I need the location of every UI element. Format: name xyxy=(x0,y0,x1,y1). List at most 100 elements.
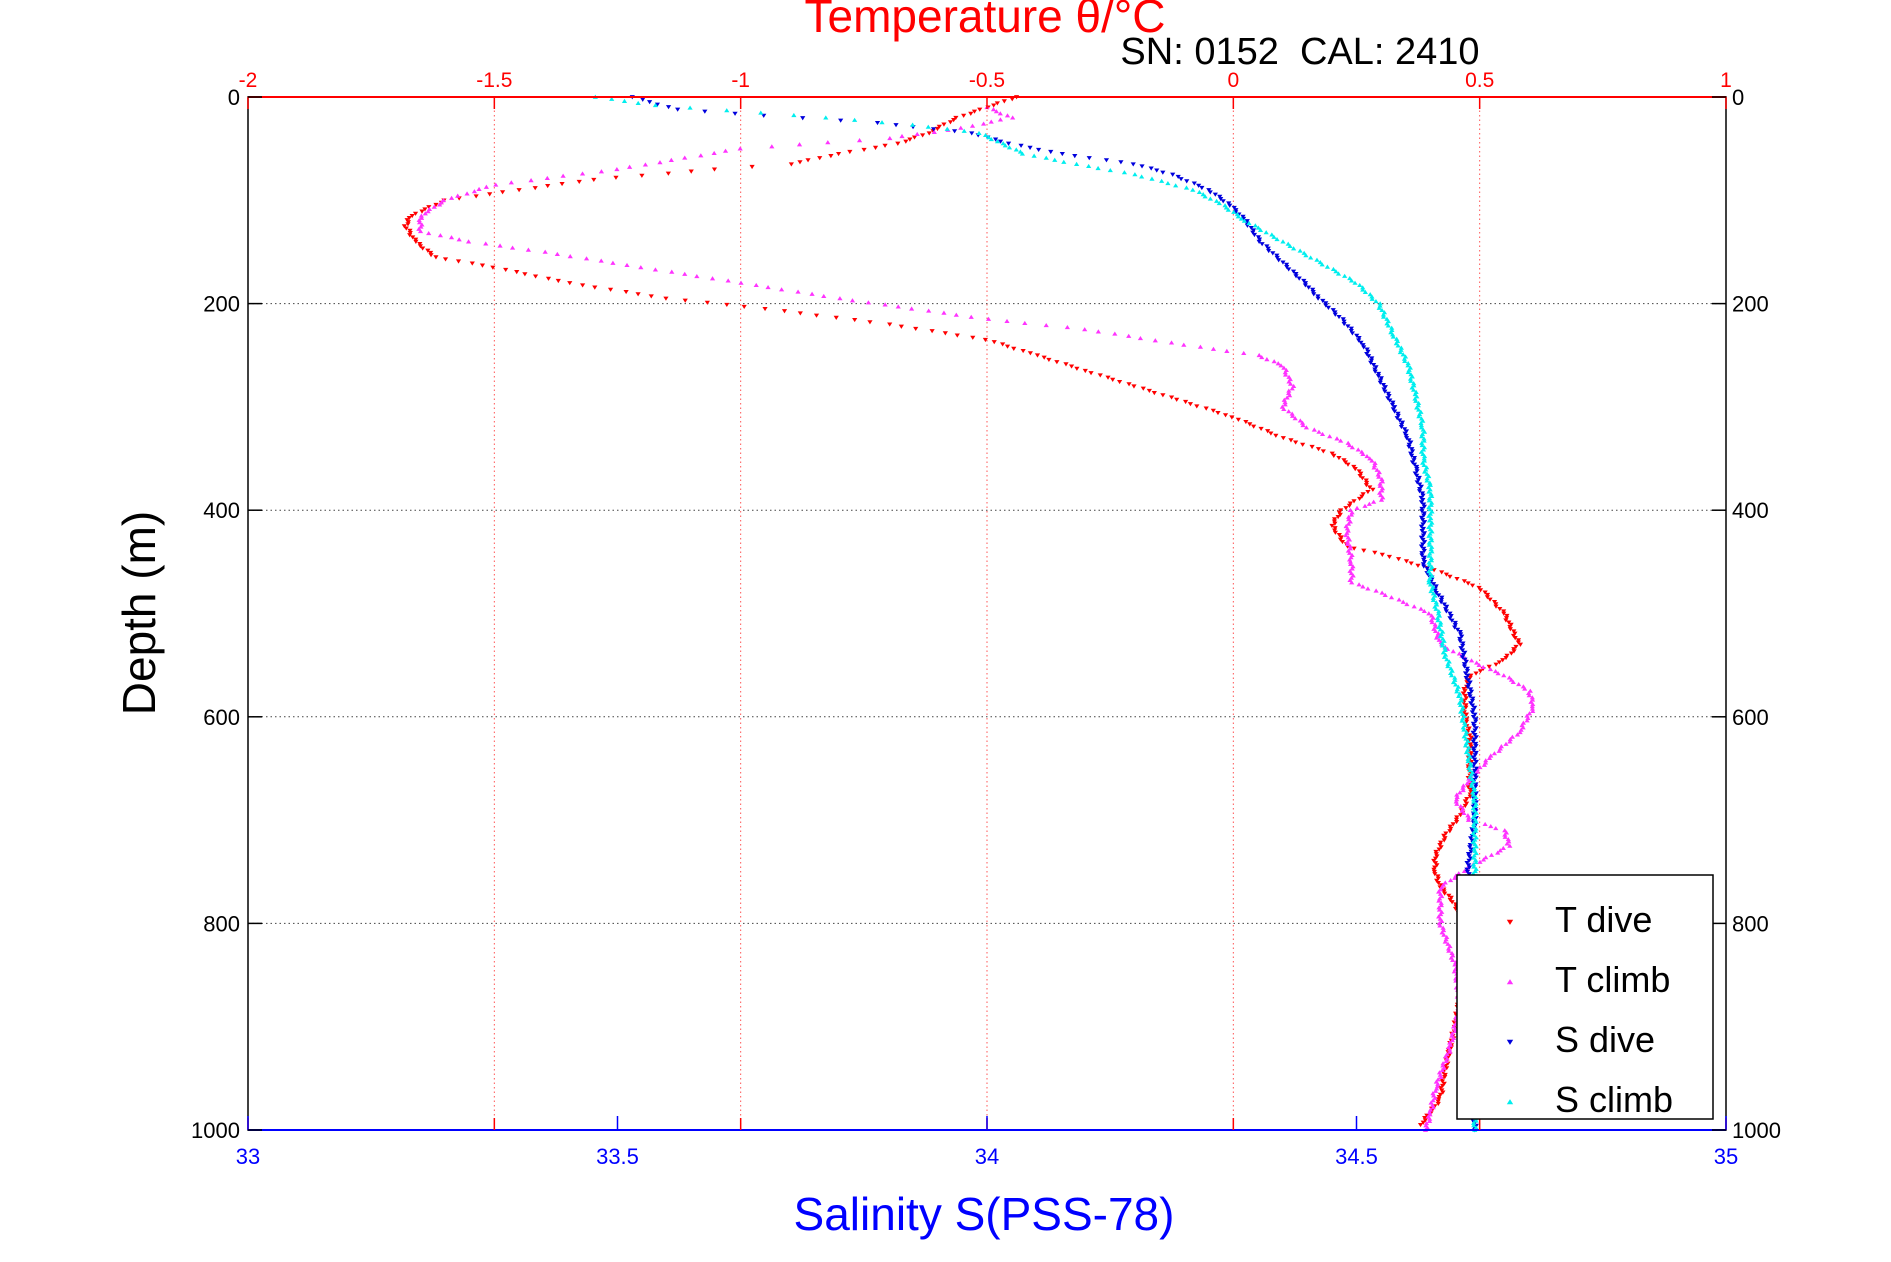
data-point xyxy=(1435,1099,1441,1104)
data-point xyxy=(1437,896,1443,901)
data-point xyxy=(1363,478,1369,483)
data-point xyxy=(1428,589,1434,594)
data-point xyxy=(1468,735,1474,740)
data-point xyxy=(1487,666,1494,672)
data-point xyxy=(1349,331,1355,336)
data-point xyxy=(1442,939,1448,944)
data-point xyxy=(479,263,486,268)
data-point xyxy=(1333,269,1339,274)
data-point xyxy=(1511,647,1517,652)
data-point xyxy=(1351,464,1357,470)
data-point xyxy=(1160,393,1166,398)
data-point xyxy=(1466,692,1473,697)
data-point xyxy=(929,329,935,334)
data-point xyxy=(1460,643,1466,648)
data-point xyxy=(1235,417,1241,422)
data-point xyxy=(1462,693,1468,699)
data-point xyxy=(1418,535,1425,540)
data-point xyxy=(1341,319,1347,324)
data-point xyxy=(1432,861,1439,866)
data-point xyxy=(1184,179,1190,184)
data-point xyxy=(1191,181,1197,186)
data-point xyxy=(1434,878,1440,883)
data-point xyxy=(1418,484,1424,489)
data-point xyxy=(1442,645,1448,650)
data-point xyxy=(1428,491,1434,496)
data-point xyxy=(1389,402,1396,408)
data-point xyxy=(1441,833,1447,838)
data-point xyxy=(1436,613,1443,618)
data-point xyxy=(1493,604,1499,609)
data-point xyxy=(1462,743,1469,748)
data-point xyxy=(1419,440,1425,445)
data-point xyxy=(1442,1075,1448,1080)
data-point xyxy=(1435,876,1441,881)
data-point xyxy=(1364,480,1370,485)
data-point xyxy=(1373,298,1379,304)
data-point xyxy=(1526,693,1532,698)
data-point xyxy=(711,167,718,172)
data-point xyxy=(1413,398,1419,403)
data-point xyxy=(416,220,423,225)
data-point xyxy=(1414,469,1420,474)
data-point xyxy=(1432,872,1438,877)
data-point xyxy=(1450,957,1456,962)
legend: T dive T climb S dive S climb xyxy=(1456,874,1714,1120)
data-point xyxy=(1386,554,1393,560)
data-point xyxy=(796,142,803,147)
data-point xyxy=(1373,588,1379,593)
data-point xyxy=(493,182,499,187)
data-point xyxy=(592,285,598,290)
data-point xyxy=(1320,449,1326,454)
data-point xyxy=(1463,736,1469,741)
data-point xyxy=(1339,539,1346,545)
data-point xyxy=(1482,821,1488,827)
data-point xyxy=(1311,427,1317,432)
data-point xyxy=(1454,686,1460,692)
data-point xyxy=(1471,785,1477,791)
data-point xyxy=(1465,685,1471,690)
data-point xyxy=(837,296,843,301)
data-point xyxy=(1450,822,1456,827)
data-point xyxy=(1354,505,1360,510)
data-point xyxy=(1320,298,1326,304)
data-point xyxy=(749,164,755,170)
data-point xyxy=(1501,673,1507,678)
data-point xyxy=(1419,553,1425,558)
data-point xyxy=(1165,180,1171,186)
data-point xyxy=(1418,420,1424,425)
data-point xyxy=(1197,344,1204,349)
data-point xyxy=(1508,651,1515,656)
data-point xyxy=(1421,513,1427,518)
data-point xyxy=(426,205,432,210)
data-point xyxy=(1011,346,1017,351)
data-point xyxy=(1331,519,1338,524)
data-point xyxy=(994,139,1001,144)
data-point xyxy=(1418,544,1425,549)
data-point xyxy=(1215,410,1221,416)
data-point xyxy=(1421,564,1427,569)
data-point xyxy=(1436,905,1442,910)
data-point xyxy=(465,239,472,244)
data-point xyxy=(1347,501,1353,506)
data-point xyxy=(1264,244,1270,249)
data-point xyxy=(1408,561,1414,566)
data-point xyxy=(1470,815,1476,820)
data-point xyxy=(1464,801,1470,806)
data-point xyxy=(1435,880,1441,886)
legend-label: S climb xyxy=(1555,1079,1673,1120)
data-point xyxy=(1426,542,1432,547)
data-point xyxy=(1464,797,1470,802)
data-point xyxy=(1061,159,1067,164)
data-point xyxy=(1465,756,1471,761)
tick-label-depth-left: 0 xyxy=(228,85,240,110)
data-point xyxy=(1437,923,1443,928)
data-point xyxy=(1380,312,1387,317)
data-point xyxy=(1421,504,1427,509)
data-point xyxy=(1358,471,1364,476)
data-point xyxy=(1469,703,1476,708)
data-point xyxy=(554,251,560,256)
data-point xyxy=(668,157,674,162)
data-point xyxy=(1428,535,1434,541)
data-point xyxy=(882,302,888,307)
